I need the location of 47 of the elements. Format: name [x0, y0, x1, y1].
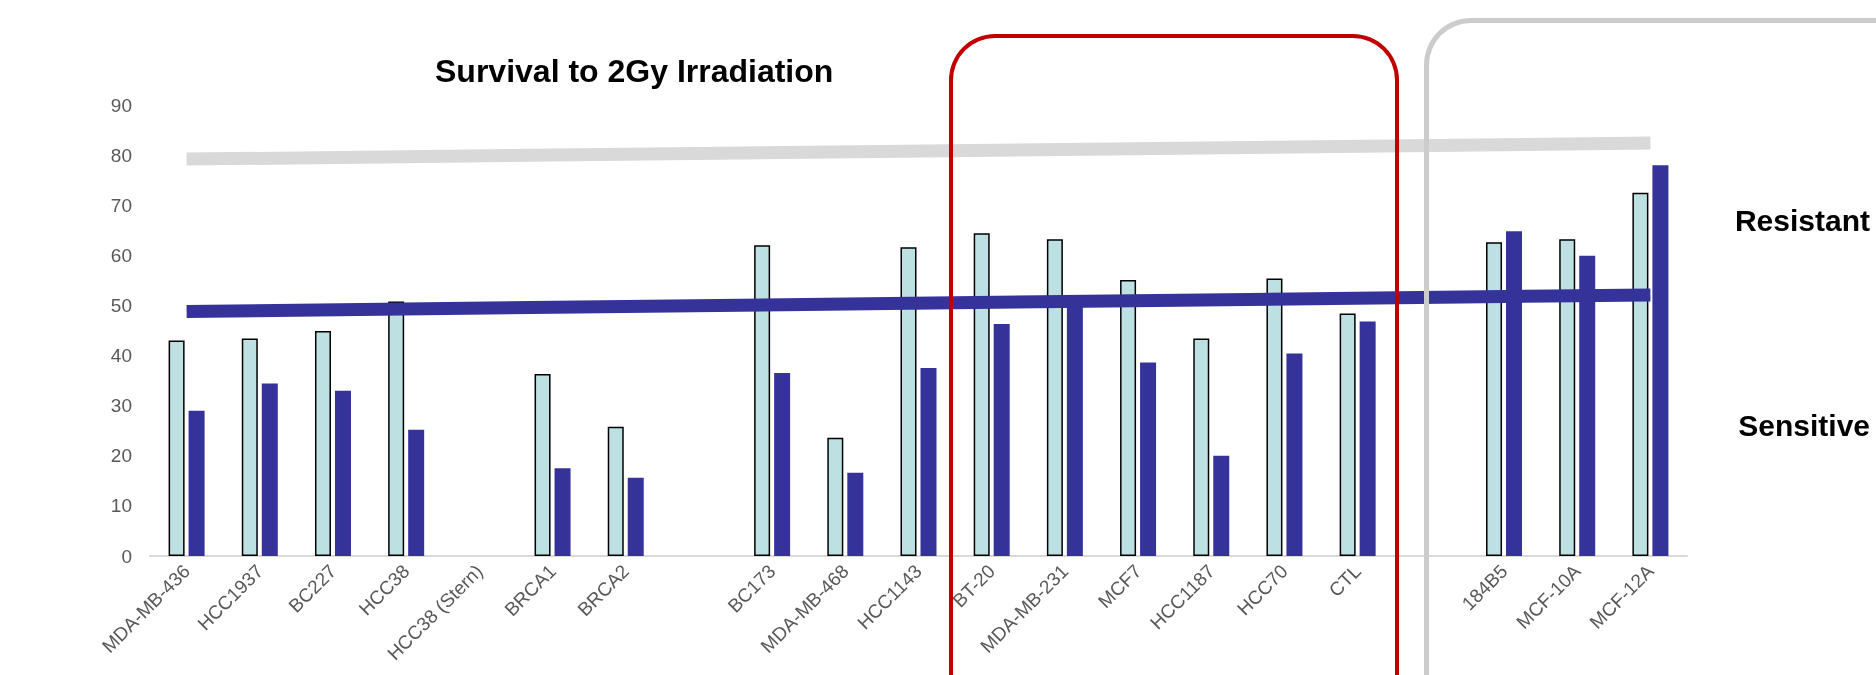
- bar: [1120, 279, 1137, 556]
- y-tick-label: 90: [110, 94, 132, 116]
- bar: [1046, 239, 1063, 556]
- bar: [1193, 338, 1210, 556]
- y-tick-label: 80: [110, 144, 132, 166]
- bar: [1213, 455, 1230, 556]
- chart-title: Survival to 2Gy Irradiation: [435, 53, 834, 89]
- bar: [1486, 242, 1503, 556]
- y-tick-label: 10: [110, 495, 132, 517]
- bar: [1559, 239, 1576, 556]
- x-tick-label: CTL: [1324, 560, 1366, 601]
- bar: [1632, 192, 1649, 556]
- bar: [920, 368, 937, 556]
- bar: [607, 426, 624, 556]
- bar: [1359, 321, 1376, 556]
- y-tick-label: 20: [110, 445, 132, 467]
- bar: [314, 331, 331, 556]
- bar: [408, 429, 425, 556]
- text: Resistant: [1734, 203, 1871, 237]
- bar: [1652, 165, 1669, 556]
- bar: [627, 477, 644, 556]
- y-tick-label: 30: [110, 395, 132, 417]
- bar: [774, 373, 791, 556]
- y-tick-label: 70: [110, 194, 132, 216]
- bar: [388, 301, 405, 556]
- bar: [334, 390, 351, 556]
- bar: [534, 374, 551, 556]
- text: Sensitive: [1738, 408, 1870, 442]
- bar: [827, 437, 844, 556]
- bar: [1339, 313, 1356, 556]
- bar: [847, 472, 864, 556]
- bar: [261, 383, 278, 556]
- bar: [241, 338, 258, 556]
- bar: [900, 247, 917, 556]
- y-tick-label: 0: [121, 545, 132, 567]
- bar: [993, 323, 1010, 556]
- y-tick-label: 60: [110, 244, 132, 266]
- y-tick-label: 50: [110, 294, 132, 316]
- bar: [754, 245, 771, 556]
- bar: [973, 233, 990, 556]
- bar: [1286, 353, 1303, 556]
- bar: [168, 340, 185, 556]
- bar: [554, 468, 571, 556]
- y-tick-label: 40: [110, 345, 132, 367]
- bar: [188, 410, 205, 556]
- bar: [1266, 278, 1283, 556]
- bar: [1140, 362, 1157, 556]
